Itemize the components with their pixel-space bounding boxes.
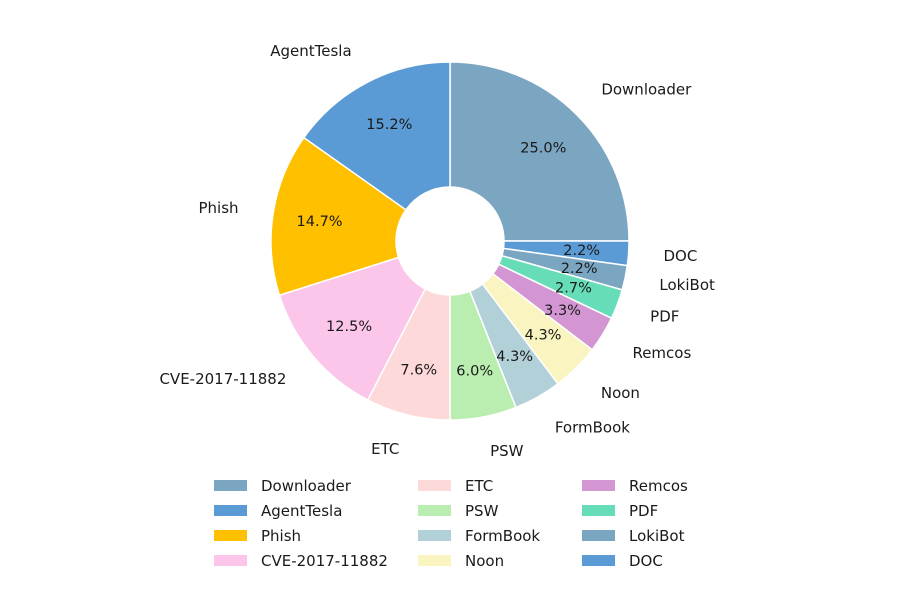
pct-label-pdf: 2.7% bbox=[555, 281, 592, 297]
legend-label-lokibot: LokiBot bbox=[629, 527, 685, 545]
slice-label-doc: DOC bbox=[663, 247, 697, 265]
slice-label-psw: PSW bbox=[490, 442, 524, 460]
legend-label-formbook: FormBook bbox=[465, 527, 540, 545]
legend-swatch-downloader bbox=[214, 480, 247, 491]
legend-swatch-doc bbox=[582, 555, 615, 566]
legend-label-doc: DOC bbox=[629, 552, 663, 570]
pct-label-etc: 7.6% bbox=[400, 362, 437, 378]
pct-label-noon: 4.3% bbox=[525, 328, 562, 344]
slice-label-etc: ETC bbox=[371, 440, 399, 458]
legend-label-etc: ETC bbox=[465, 477, 493, 495]
legend-label-pdf: PDF bbox=[629, 502, 658, 520]
pct-label-phish: 14.7% bbox=[297, 214, 343, 230]
legend-label-downloader: Downloader bbox=[261, 477, 352, 495]
slice-labels: Downloader DOC LokiBot PDF Remcos Noon FormBoo… bbox=[159, 42, 715, 460]
slice-downloader bbox=[449, 61, 630, 242]
pct-label-psw: 6.0% bbox=[456, 364, 493, 380]
legend-swatch-lokibot bbox=[582, 530, 615, 541]
slice-label-agenttesla: AgentTesla bbox=[270, 42, 351, 60]
legend-label-cve-2017-11882: CVE-2017-11882 bbox=[261, 552, 388, 570]
legend-swatch-agenttesla bbox=[214, 505, 247, 516]
legend-swatch-noon bbox=[418, 555, 451, 566]
slice-label-lokibot: LokiBot bbox=[659, 276, 715, 294]
legend-label-remcos: Remcos bbox=[629, 477, 688, 495]
legend-swatch-formbook bbox=[418, 530, 451, 541]
pct-label-cve-2017-11882: 12.5% bbox=[326, 319, 372, 335]
legend-label-phish: Phish bbox=[261, 527, 301, 545]
legend-swatch-cve-2017-11882 bbox=[214, 555, 247, 566]
pct-label-downloader: 25.0% bbox=[520, 141, 566, 157]
slice-label-noon: Noon bbox=[601, 384, 640, 402]
legend-swatch-etc bbox=[418, 480, 451, 491]
pct-label-lokibot: 2.2% bbox=[561, 261, 598, 277]
legend-swatch-remcos bbox=[582, 480, 615, 491]
pct-label-formbook: 4.3% bbox=[496, 349, 533, 365]
percentage-labels: 25.0%2.2%2.2%2.7%3.3%4.3%4.3%6.0%7.6%12.… bbox=[297, 117, 601, 380]
slice-label-cve-2017-11882: CVE-2017-11882 bbox=[159, 370, 286, 388]
slice-label-downloader: Downloader bbox=[601, 81, 692, 99]
chart-legend: Downloader AgentTesla Phish CVE-2017-11882 E… bbox=[214, 477, 688, 570]
pct-label-remcos: 3.3% bbox=[544, 303, 581, 319]
legend-label-noon: Noon bbox=[465, 552, 504, 570]
slice-label-phish: Phish bbox=[198, 199, 238, 217]
legend-label-agenttesla: AgentTesla bbox=[261, 502, 342, 520]
pct-label-agenttesla: 15.2% bbox=[366, 117, 412, 133]
legend-swatch-phish bbox=[214, 530, 247, 541]
chart-slices bbox=[270, 61, 630, 421]
slice-cve-2017-11882 bbox=[278, 256, 427, 401]
legend-swatch-pdf bbox=[582, 505, 615, 516]
legend-swatch-psw bbox=[418, 505, 451, 516]
legend-label-psw: PSW bbox=[465, 502, 499, 520]
pct-label-doc: 2.2% bbox=[563, 243, 600, 259]
slice-agenttesla bbox=[302, 61, 451, 211]
slice-phish bbox=[270, 136, 407, 297]
slice-label-pdf: PDF bbox=[650, 308, 679, 326]
slice-label-formbook: FormBook bbox=[555, 419, 630, 437]
slice-label-remcos: Remcos bbox=[632, 344, 691, 362]
